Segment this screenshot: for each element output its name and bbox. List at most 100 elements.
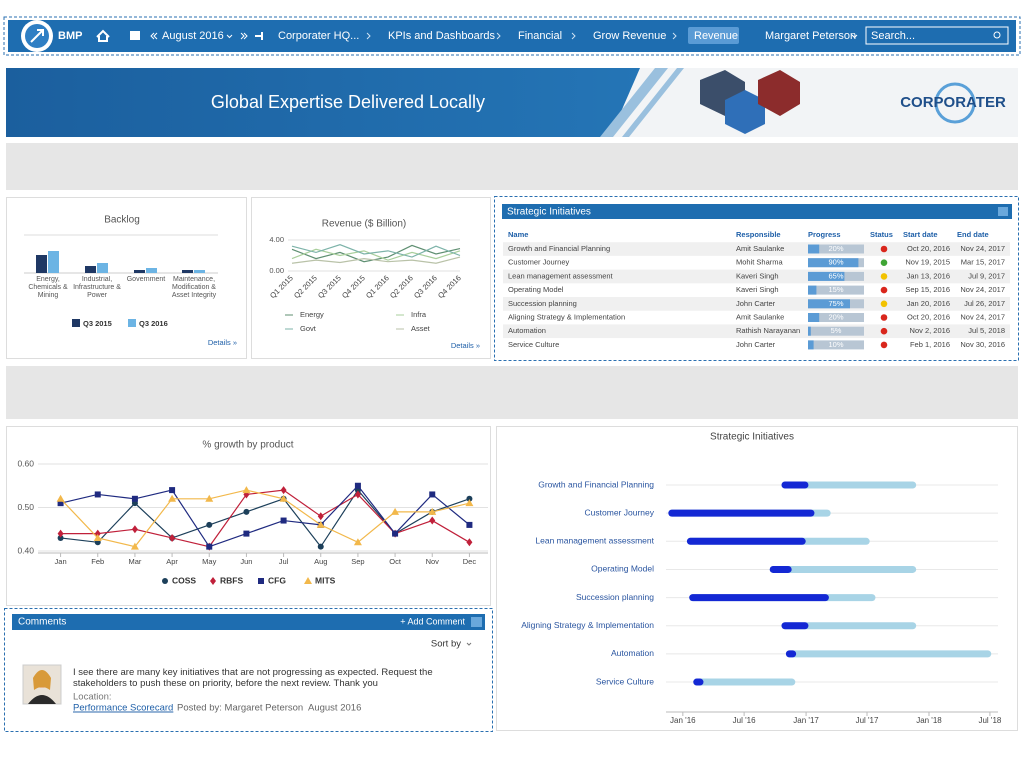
bar xyxy=(146,268,157,273)
y-tick-label: 4.00 xyxy=(269,235,284,244)
add-comment[interactable]: + Add Comment xyxy=(400,616,465,626)
sort-by[interactable]: Sort by xyxy=(431,639,461,650)
cell: Customer Journey xyxy=(508,258,570,267)
search-box[interactable] xyxy=(865,26,1009,45)
y-tick-label: 0.50 xyxy=(17,502,34,512)
breadcrumb[interactable]: KPIs and Dashboards xyxy=(388,30,496,42)
location-link[interactable]: Performance Scorecard xyxy=(73,703,173,714)
cell: Operating Model xyxy=(508,285,564,294)
cell: Jan 13, 2016 xyxy=(907,271,950,280)
details-link[interactable]: Details » xyxy=(451,341,480,350)
bar xyxy=(134,270,145,273)
breadcrumb-separator xyxy=(672,32,677,40)
table-header-bar xyxy=(502,204,1012,219)
progress-track xyxy=(808,340,864,350)
x-tick-label: Jun xyxy=(240,557,252,566)
status-dot xyxy=(880,286,888,294)
progress-label: 90% xyxy=(828,258,843,267)
progress-fill xyxy=(808,299,850,309)
comments-header xyxy=(12,614,485,630)
cell: John Carter xyxy=(736,340,776,349)
progress-bar xyxy=(781,622,809,630)
app-name[interactable]: BMP xyxy=(58,30,82,42)
progress-fill xyxy=(808,340,814,350)
next-icon[interactable] xyxy=(240,32,248,40)
series-line xyxy=(60,489,470,548)
point xyxy=(93,533,102,541)
home-icon[interactable] xyxy=(96,29,110,42)
remaining-bar xyxy=(769,565,917,573)
y-tick-label: 0.40 xyxy=(17,545,34,555)
point xyxy=(280,517,287,524)
cell: John Carter xyxy=(736,299,776,308)
dropdown-icon[interactable] xyxy=(851,34,858,39)
column-header[interactable]: Name xyxy=(508,230,528,239)
progress-track xyxy=(808,326,864,336)
breadcrumb-separator xyxy=(366,32,371,40)
search-placeholder[interactable]: Search... xyxy=(871,30,915,42)
progress-track xyxy=(808,313,864,322)
breadcrumb[interactable]: Grow Revenue xyxy=(593,30,666,42)
point xyxy=(57,500,64,507)
column-header[interactable]: End date xyxy=(957,230,989,239)
collapse-icon[interactable] xyxy=(471,617,482,627)
x-tick-label: Aug xyxy=(314,557,327,566)
progress-bar xyxy=(781,481,809,489)
legend-label: Asset xyxy=(411,324,431,333)
progress-label: 15% xyxy=(828,285,843,294)
column-header[interactable]: Progress xyxy=(808,230,841,239)
x-tick-label: Jul xyxy=(279,557,289,566)
breadcrumb[interactable]: Financial xyxy=(518,30,562,42)
progress-label: 65% xyxy=(828,271,843,280)
breadcrumb[interactable]: Corporater HQ... xyxy=(278,30,359,42)
progress-track xyxy=(808,285,864,295)
cell: Oct 20, 2016 xyxy=(907,312,950,321)
column-header[interactable]: Responsible xyxy=(736,230,781,239)
cell: Kaveri Singh xyxy=(736,271,779,280)
x-tick-label: Feb xyxy=(91,557,104,566)
dropdown-icon[interactable] xyxy=(466,642,472,646)
details-link[interactable]: Details » xyxy=(208,338,237,347)
x-tick-label: Jan '17 xyxy=(793,716,819,725)
x-tick-label: Jul '18 xyxy=(978,716,1001,725)
status-dot xyxy=(880,273,888,280)
chart-title: % growth by product xyxy=(202,440,293,451)
row-label: Succession planning xyxy=(576,592,654,602)
banner-stripes xyxy=(600,68,684,137)
comment-date: August 2016 xyxy=(308,703,361,714)
progress-label: 5% xyxy=(831,326,842,335)
prev-icon[interactable] xyxy=(150,32,158,40)
dropdown-icon[interactable] xyxy=(226,34,233,39)
cell: Nov 19, 2015 xyxy=(905,258,950,267)
point xyxy=(243,508,250,515)
cell: Automation xyxy=(508,326,546,335)
column-header[interactable]: Start date xyxy=(903,230,938,239)
point xyxy=(466,538,473,547)
cell: Succession planning xyxy=(508,299,577,308)
search-icon[interactable] xyxy=(993,31,1001,39)
point xyxy=(57,534,64,541)
x-tick-label: Dec xyxy=(463,557,477,566)
user-name[interactable]: Margaret Peterson xyxy=(765,30,856,42)
x-tick-label-box: Industrial, Infrastructure & Power xyxy=(73,276,121,299)
point xyxy=(392,530,399,537)
cell: Amit Saulanke xyxy=(736,312,784,321)
row-label: Service Culture xyxy=(596,676,654,686)
cell: Mar 15, 2017 xyxy=(961,258,1005,267)
cell: Aligning Strategy & Implementation xyxy=(508,312,625,321)
collapse-icon[interactable] xyxy=(998,207,1008,216)
row-label: Automation xyxy=(611,648,654,658)
nav-frame xyxy=(3,16,1021,56)
column-header[interactable]: Status xyxy=(870,230,893,239)
series-line xyxy=(291,256,461,264)
progress-bar xyxy=(689,594,829,602)
breadcrumb[interactable]: Revenue xyxy=(694,30,738,42)
calendar-icon[interactable] xyxy=(130,31,140,40)
cell: Jul 26, 2017 xyxy=(964,299,1005,308)
x-tick-label: Jan '16 xyxy=(670,716,696,725)
point xyxy=(317,543,324,550)
row-shade xyxy=(503,269,1010,284)
cell: Growth and Financial Planning xyxy=(508,244,610,253)
period[interactable]: August 2016 xyxy=(162,30,224,42)
